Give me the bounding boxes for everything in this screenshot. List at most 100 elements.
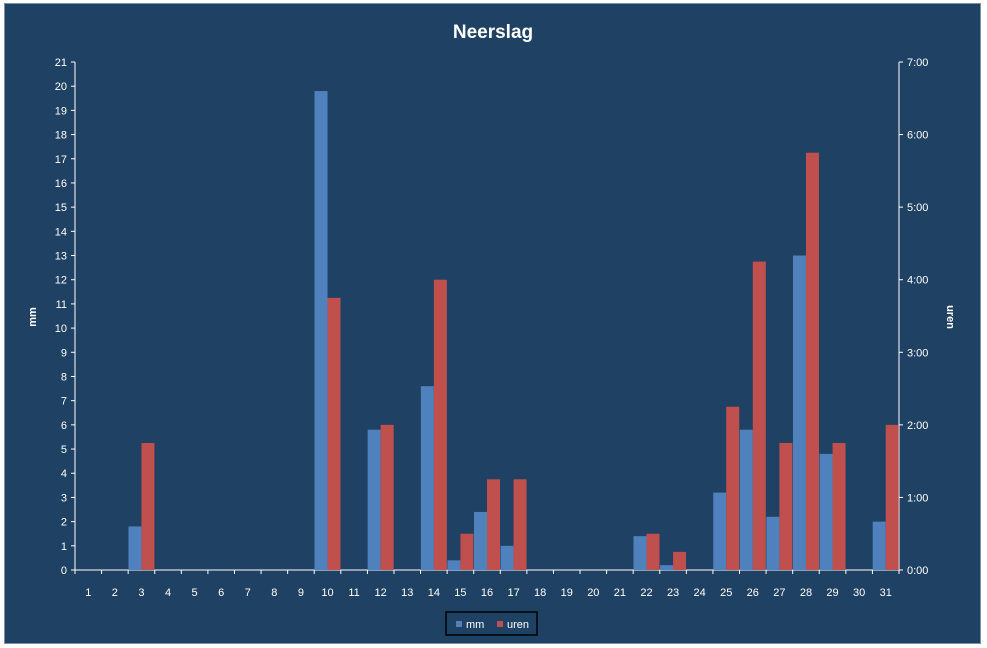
legend-swatch-uren (497, 621, 503, 627)
bar-mm (420, 386, 434, 570)
x-tick-label: 13 (401, 587, 413, 599)
y2-tick-label: 1:00 (907, 492, 928, 504)
legend-box (445, 611, 538, 636)
y2-tick-label: 6:00 (907, 130, 928, 142)
y-tick-label: 0 (61, 565, 67, 577)
bar-mm (367, 429, 381, 570)
x-tick-label: 20 (587, 587, 599, 599)
y-tick-label: 13 (55, 251, 67, 263)
bar-mm (872, 521, 886, 570)
y-tick-label: 1 (61, 541, 67, 553)
bar-mm (447, 560, 461, 570)
legend: mm uren (445, 611, 538, 636)
x-tick-label: 26 (747, 587, 759, 599)
y-tick-label: 14 (55, 226, 67, 238)
x-tick-label: 31 (880, 587, 892, 599)
y-tick-label: 8 (61, 371, 67, 383)
bar-uren (885, 424, 899, 570)
bar-uren (460, 533, 474, 570)
x-tick-label: 2 (112, 587, 118, 599)
x-tick-label: 8 (271, 587, 277, 599)
x-tick-label: 28 (800, 587, 812, 599)
y-tick-label: 19 (55, 105, 67, 117)
x-tick-label: 25 (720, 587, 732, 599)
bar-uren (513, 479, 527, 570)
y2-tick-label: 4:00 (907, 275, 928, 287)
y2-axis-title: uren (944, 305, 956, 329)
y-tick-label: 18 (55, 130, 67, 142)
y-tick-label: 4 (61, 468, 67, 480)
bar-mm (474, 511, 487, 570)
x-tick-label: 23 (667, 587, 679, 599)
legend-swatch-mm (456, 621, 462, 627)
y-tick-label: 16 (55, 178, 67, 190)
y-tick-label: 21 (55, 57, 67, 69)
bars-layer (128, 91, 899, 571)
y-tick-label: 9 (61, 347, 67, 359)
x-tick-label: 18 (534, 587, 546, 599)
y2-tick-label: 5:00 (907, 202, 928, 214)
y-tick-label: 17 (55, 154, 67, 166)
bar-uren (805, 152, 819, 570)
bar-mm (739, 429, 753, 570)
x-tick-label: 10 (321, 587, 333, 599)
bar-mm (766, 516, 780, 570)
x-tick-label: 14 (428, 587, 440, 599)
bar-mm (792, 255, 806, 570)
y2-tick-label: 2:00 (907, 420, 928, 432)
legend-label-mm: mm (466, 619, 484, 631)
bar-mm (660, 565, 674, 570)
bar-mm (713, 492, 727, 570)
x-tick-label: 22 (640, 587, 652, 599)
y-tick-label: 6 (61, 420, 67, 432)
legend-label-uren: uren (507, 619, 529, 631)
x-tick-label: 27 (773, 587, 785, 599)
chart-frame: Neerslag mm uren 0 1 2 3 4 5 6 7 8 9 10 11 12 13 14 15 1… (4, 3, 981, 644)
x-tick-label: 1 (85, 587, 91, 599)
y-tick-label: 15 (55, 202, 67, 214)
x-tick-label: 19 (561, 587, 573, 599)
bar-uren (752, 261, 766, 570)
y-tick-label: 11 (56, 299, 67, 311)
bar-uren (433, 279, 447, 570)
x-tick-label: 12 (375, 587, 387, 599)
x-tick-label: 5 (192, 587, 198, 599)
y-axis-title: mm (27, 307, 39, 327)
x-tick-label: 6 (218, 587, 224, 599)
y2-tick-label: 7:00 (907, 57, 928, 69)
y-tick-label: 3 (61, 492, 67, 504)
ticks-layer: 01234567891011121314151617181920210:001:… (55, 57, 929, 599)
bar-uren (673, 551, 687, 570)
bar-uren (380, 424, 394, 570)
y2-tick-label: 3:00 (907, 347, 928, 359)
x-tick-label: 21 (614, 587, 626, 599)
y-tick-label: 12 (55, 275, 67, 287)
x-tick-label: 15 (454, 587, 466, 599)
bar-uren (646, 533, 660, 570)
x-tick-label: 7 (245, 587, 251, 599)
bar-uren (779, 443, 793, 570)
chart-title: Neerslag (453, 22, 533, 43)
x-tick-label: 17 (507, 587, 519, 599)
x-tick-label: 30 (853, 587, 865, 599)
bar-uren (726, 406, 740, 570)
x-tick-label: 9 (298, 587, 304, 599)
bar-mm (500, 545, 514, 570)
x-tick-label: 16 (481, 587, 493, 599)
y-tick-label: 10 (55, 323, 67, 335)
bar-mm (819, 453, 833, 570)
bar-mm (314, 91, 328, 571)
x-tick-label: 11 (348, 587, 359, 599)
y-tick-label: 7 (61, 396, 67, 408)
bar-uren (327, 297, 341, 570)
bar-uren (141, 443, 155, 570)
x-tick-label: 4 (165, 587, 171, 599)
y-tick-label: 5 (61, 444, 67, 456)
bar-mm (633, 536, 647, 570)
bar-uren (832, 443, 846, 570)
bar-mm (128, 526, 142, 570)
x-tick-label: 3 (138, 587, 144, 599)
bar-uren (487, 479, 500, 570)
y2-tick-label: 0:00 (907, 565, 928, 577)
chart-svg: Neerslag mm uren 01234567891011121314151… (27, 22, 956, 636)
